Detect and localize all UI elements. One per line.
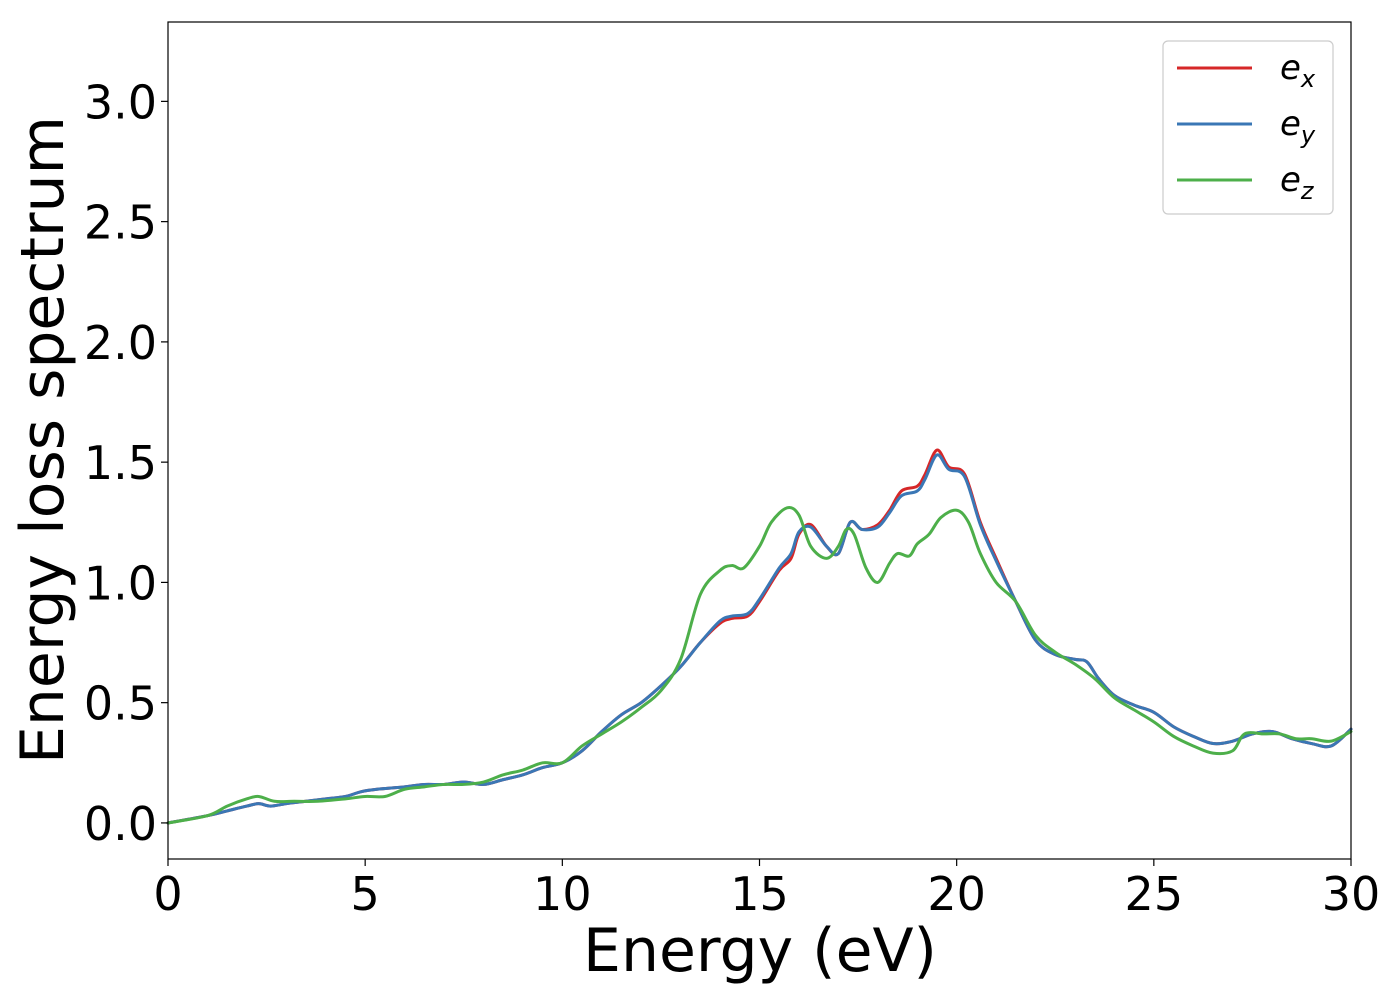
legend-label-y: ey [1280, 104, 1316, 149]
x-tick-label: 15 [730, 867, 789, 921]
x-tick-label: 30 [1322, 867, 1381, 921]
legend-label-z: ez [1280, 160, 1315, 205]
x-tick-label: 5 [351, 867, 380, 921]
y-axis-title: Energy loss spectrum [8, 116, 78, 764]
plot-lines [166, 448, 1353, 825]
x-axis-ticks: 0 5 10 15 20 25 30 [153, 859, 1380, 921]
y-tick-label: 0.5 [84, 677, 157, 731]
x-axis-title: Energy (eV) [583, 916, 937, 986]
legend-label-x: ex [1280, 48, 1316, 93]
series-line-z [166, 506, 1353, 825]
y-tick-label: 2.5 [84, 196, 157, 250]
y-tick-label: 2.0 [84, 316, 157, 370]
legend: ex ey ez [1162, 40, 1334, 215]
series-line-y [166, 453, 1353, 825]
y-tick-label: 3.0 [84, 75, 157, 129]
x-tick-label: 25 [1125, 867, 1184, 921]
y-tick-label: 1.0 [84, 556, 157, 610]
y-tick-label: 0.0 [84, 797, 157, 851]
x-tick-label: 0 [153, 867, 182, 921]
legend-box [1162, 40, 1334, 215]
y-axis-ticks: 0.0 0.5 1.0 1.5 2.0 2.5 3.0 [84, 75, 168, 851]
x-tick-label: 10 [533, 867, 592, 921]
x-tick-label: 20 [927, 867, 986, 921]
y-tick-label: 1.5 [84, 436, 157, 490]
